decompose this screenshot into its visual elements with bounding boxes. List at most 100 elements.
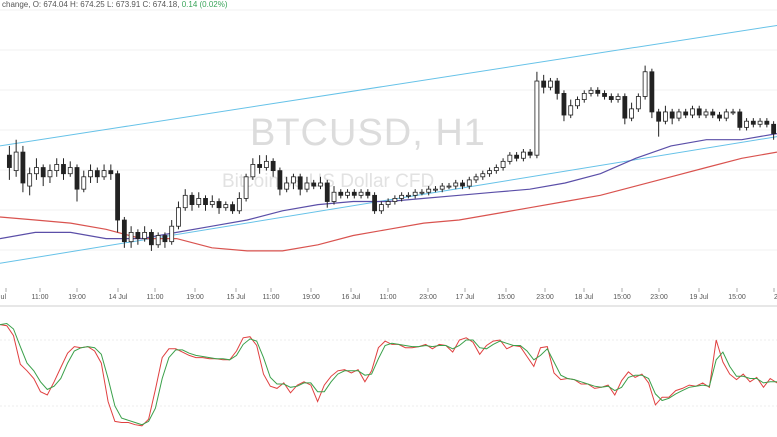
ohlc-readout: change, O: 674.04 H: 674.25 L: 673.91 C:… [2, 0, 228, 10]
candle-up [128, 231, 134, 243]
candle-up [581, 93, 587, 100]
candle-up [331, 191, 337, 202]
candle-down [602, 93, 607, 97]
candle-down [554, 80, 560, 94]
ohlc-values: change, O: 674.04 H: 674.25 L: 673.91 C:… [2, 0, 180, 9]
candle-down [683, 111, 689, 116]
candle-up [392, 198, 398, 202]
candle-up [744, 120, 749, 128]
candle-up [236, 198, 242, 212]
candle-up [176, 207, 181, 227]
candle-down [750, 120, 756, 125]
watermark-symbol: BTCUSD, H1 [250, 112, 486, 154]
x-tick-label: 19 Jul [690, 294, 709, 301]
candle-up [480, 173, 486, 178]
candle-down [270, 160, 276, 172]
x-tick-label: 23 [774, 294, 777, 301]
change-value: 0.14 (0.02%) [181, 0, 228, 9]
candle-down [338, 191, 344, 196]
x-tick-label: 19:00 [186, 294, 204, 301]
candle-up [67, 167, 73, 175]
candle-down [297, 176, 303, 190]
candle-down [74, 167, 80, 190]
stochastic-k-line [0, 324, 777, 427]
candle-up [250, 164, 256, 178]
x-tick-label: 23:00 [536, 294, 554, 301]
candle-up [500, 160, 506, 168]
candle-down [351, 191, 357, 196]
x-tick-label: 15:00 [613, 294, 631, 301]
x-tick-label: 19:00 [302, 294, 320, 301]
candle-down [561, 93, 567, 116]
candle-up [507, 154, 513, 162]
oscillator-pane [0, 322, 777, 427]
candle-down [230, 204, 235, 212]
candle-down [6, 154, 12, 168]
candle-up [142, 231, 148, 239]
candle-up [534, 80, 540, 156]
candle-down [608, 96, 614, 100]
x-tick-label: 17 Jul [456, 294, 475, 301]
candle-down [40, 167, 46, 178]
candle-down [277, 170, 283, 190]
candle-up [13, 151, 19, 172]
candle-up [446, 185, 452, 188]
channel-upper-line [0, 24, 777, 147]
x-tick-label: 11:00 [147, 294, 164, 301]
candle-down [20, 151, 26, 184]
candle-up [54, 164, 60, 172]
candle-up [703, 111, 709, 116]
candle-down [121, 219, 127, 243]
candle-up [291, 176, 296, 184]
candle-up [730, 111, 736, 114]
x-tick-label: 15 Jul [227, 294, 246, 301]
candle-up [575, 99, 580, 107]
candle-up [88, 170, 93, 178]
candle-up [27, 173, 33, 187]
candle-up [385, 201, 391, 205]
candle-up [182, 194, 188, 209]
candle-down [696, 108, 702, 116]
candle-up [757, 120, 763, 125]
candle-up [588, 89, 594, 94]
candle-up [487, 170, 492, 175]
price-pane: BTCUSD, H1 Bitcoin vs US Dollar CFD [0, 9, 777, 264]
candle-up [642, 71, 648, 97]
candle-up [169, 225, 175, 243]
candle-up [466, 179, 472, 187]
candle-up [629, 108, 634, 119]
candle-down [372, 194, 377, 212]
x-tick-label: 11:00 [263, 294, 280, 301]
x-tick-label: 15:00 [728, 294, 746, 301]
x-tick-label: 23:00 [419, 294, 437, 301]
candle-down [669, 111, 675, 119]
candle-up [426, 188, 432, 193]
candle-up [196, 198, 202, 206]
candle-down [460, 182, 465, 187]
candle-down [203, 198, 208, 206]
candle-down [257, 164, 263, 168]
watermark-description: Bitcoin vs US Dollar CFD [222, 171, 434, 192]
candle-down [527, 151, 533, 156]
candle-up [155, 235, 161, 246]
x-tick-label: Jul [0, 294, 6, 301]
candle-down [94, 170, 100, 178]
candle-up [223, 204, 229, 209]
candle-up [101, 170, 107, 178]
candle-up [568, 105, 574, 116]
candle-down [108, 170, 114, 175]
stochastic-d-line [0, 322, 777, 426]
candle-down [311, 182, 317, 187]
candle-down [216, 201, 222, 209]
x-tick-label: 14 Jul [109, 294, 128, 301]
candle-up [243, 176, 249, 199]
candle-down [717, 114, 722, 119]
candle-up [209, 201, 215, 205]
candle-up [493, 167, 499, 172]
candle-down [61, 164, 66, 175]
candle-down [710, 111, 716, 116]
x-tick-label: 19:00 [68, 294, 86, 301]
candle-up [723, 111, 729, 119]
candle-up [439, 185, 445, 190]
candle-up [304, 182, 310, 190]
